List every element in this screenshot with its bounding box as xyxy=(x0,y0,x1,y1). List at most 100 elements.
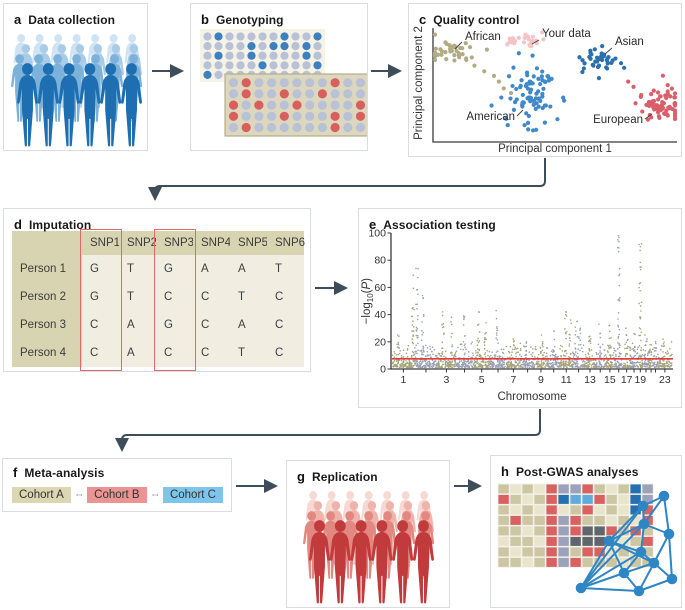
panel-b-title: Genotyping xyxy=(215,13,284,27)
table-genotype-cell: C xyxy=(193,283,230,311)
table-genotype-cell: C xyxy=(267,283,304,311)
svg-text:80: 80 xyxy=(374,255,386,267)
panel-c-header: c Quality control xyxy=(409,4,681,27)
table-genotype-cell: T xyxy=(119,255,156,283)
table-genotype-cell: A xyxy=(230,255,267,283)
manhattan-y-axis-label: −log10(P) xyxy=(360,277,376,325)
svg-text:0: 0 xyxy=(380,364,386,376)
pca-y-axis-label: Principal component 2 xyxy=(413,26,425,140)
svg-text:19: 19 xyxy=(634,374,646,386)
table-header-cell: SNP5 xyxy=(230,231,268,255)
panel-h-post-gwas: h Post-GWAS analyses xyxy=(490,455,682,608)
panel-a-header: a Data collection xyxy=(4,4,147,27)
table-genotype-cell: G xyxy=(82,283,119,311)
svg-text:Asian: Asian xyxy=(615,36,644,48)
table-header-cell: SNP2 xyxy=(119,231,157,255)
table-genotype-cell: T xyxy=(267,255,304,283)
svg-text:Your data: Your data xyxy=(542,28,591,40)
double-arrow-icon xyxy=(75,494,82,496)
svg-text:100: 100 xyxy=(368,228,386,240)
snp1-highlight-box xyxy=(80,229,122,371)
table-genotype-cell: C xyxy=(156,339,193,367)
panel-f-title: Meta-analysis xyxy=(24,466,105,480)
panel-g-replication: g Replication xyxy=(286,460,450,608)
cohort-c-box: Cohort C xyxy=(162,487,223,503)
manhattan-x-axis-label: Chromosome xyxy=(497,391,567,403)
cohort-a-box: Cohort A xyxy=(12,487,71,503)
panel-f-header: f Meta-analysis xyxy=(3,459,231,480)
panel-g-letter: g xyxy=(297,469,305,484)
panel-d-imputation: d Imputation SNP1 SNP2 SNP3 SNP4 SNP5 SNP6 Per… xyxy=(3,208,311,372)
pca-x-axis-label: Principal component 1 xyxy=(498,143,612,155)
svg-text:3: 3 xyxy=(444,374,450,386)
table-genotype-cell: C xyxy=(193,339,230,367)
panel-e-letter: e xyxy=(369,217,377,232)
svg-text:17: 17 xyxy=(621,374,633,386)
genotype-table: SNP1 SNP2 SNP3 SNP4 SNP5 SNP6 Person 1 G T G A A T Pe… xyxy=(12,231,305,367)
snp3-highlight-box xyxy=(154,229,196,371)
table-genotype-cell: C xyxy=(267,339,304,367)
table-genotype-cell: G xyxy=(156,311,193,339)
table-genotype-cell: T xyxy=(230,339,267,367)
panel-b-header: b Genotyping xyxy=(191,4,367,27)
panel-a-title: Data collection xyxy=(28,13,116,27)
svg-text:15: 15 xyxy=(604,374,616,386)
panel-h-header: h Post-GWAS analyses xyxy=(491,456,681,479)
table-row-label: Person 2 xyxy=(12,283,82,311)
svg-text:7: 7 xyxy=(510,374,516,386)
svg-text:American: American xyxy=(466,111,515,123)
panel-a-data-collection: a Data collection xyxy=(3,3,148,151)
table-genotype-cell: A xyxy=(119,339,156,367)
table-genotype-cell: G xyxy=(156,255,193,283)
table-genotype-cell: A xyxy=(193,255,230,283)
svg-text:23: 23 xyxy=(659,374,671,386)
panel-g-header: g Replication xyxy=(287,461,449,484)
table-header-cell: SNP3 xyxy=(156,231,194,255)
panel-d-letter: d xyxy=(14,217,22,232)
double-arrow-icon xyxy=(151,494,158,496)
panel-e-header: e Association testing xyxy=(359,209,681,232)
table-genotype-cell: T xyxy=(230,283,267,311)
genotyping-plates-illustration xyxy=(200,29,367,137)
table-genotype-cell: C xyxy=(82,339,119,367)
table-row-label: Person 3 xyxy=(12,311,82,339)
svg-text:11: 11 xyxy=(561,374,572,386)
red-crowd-illustration xyxy=(303,491,435,604)
table-row-label: Person 1 xyxy=(12,255,82,283)
svg-text:European: European xyxy=(593,114,643,126)
panel-b-letter: b xyxy=(201,12,209,27)
table-genotype-cell: C xyxy=(267,311,304,339)
panel-c-letter: c xyxy=(419,12,427,27)
panel-d-header: d Imputation xyxy=(4,209,310,232)
table-genotype-cell: C xyxy=(82,311,119,339)
panel-e-association-testing: e Association testing 0 20 40 60 80 100 1 3 5 7 9 1… xyxy=(358,208,682,408)
panel-a-letter: a xyxy=(14,12,22,27)
svg-text:5: 5 xyxy=(479,374,485,386)
table-header-cell: SNP1 xyxy=(82,231,120,255)
table-genotype-cell: A xyxy=(230,311,267,339)
table-header-cell: SNP6 xyxy=(267,231,305,255)
pca-scatter-plot: African Your data Asian American European xyxy=(432,28,678,143)
table-genotype-cell: G xyxy=(82,255,119,283)
panel-f-letter: f xyxy=(13,465,18,480)
panel-d-title: Imputation xyxy=(28,218,92,232)
cohort-row: Cohort A Cohort B Cohort C xyxy=(3,480,231,503)
svg-text:60: 60 xyxy=(374,282,386,294)
panel-g-title: Replication xyxy=(311,470,378,484)
svg-text:9: 9 xyxy=(538,374,544,386)
svg-text:20: 20 xyxy=(374,336,386,348)
svg-text:40: 40 xyxy=(374,309,386,321)
panel-f-meta-analysis: f Meta-analysis Cohort A Cohort B Cohort… xyxy=(2,458,232,512)
svg-text:1: 1 xyxy=(400,374,406,386)
panel-e-title: Association testing xyxy=(383,218,496,232)
table-genotype-cell: C xyxy=(156,283,193,311)
panel-c-quality-control: c Quality control African Your data Asian A… xyxy=(408,3,682,157)
svg-text:African: African xyxy=(465,31,501,43)
table-row-label: Person 4 xyxy=(12,339,82,367)
table-header-cell: SNP4 xyxy=(193,231,231,255)
blue-crowd-illustration xyxy=(11,34,143,147)
svg-text:13: 13 xyxy=(584,374,596,386)
cohort-b-box: Cohort B xyxy=(87,487,147,503)
